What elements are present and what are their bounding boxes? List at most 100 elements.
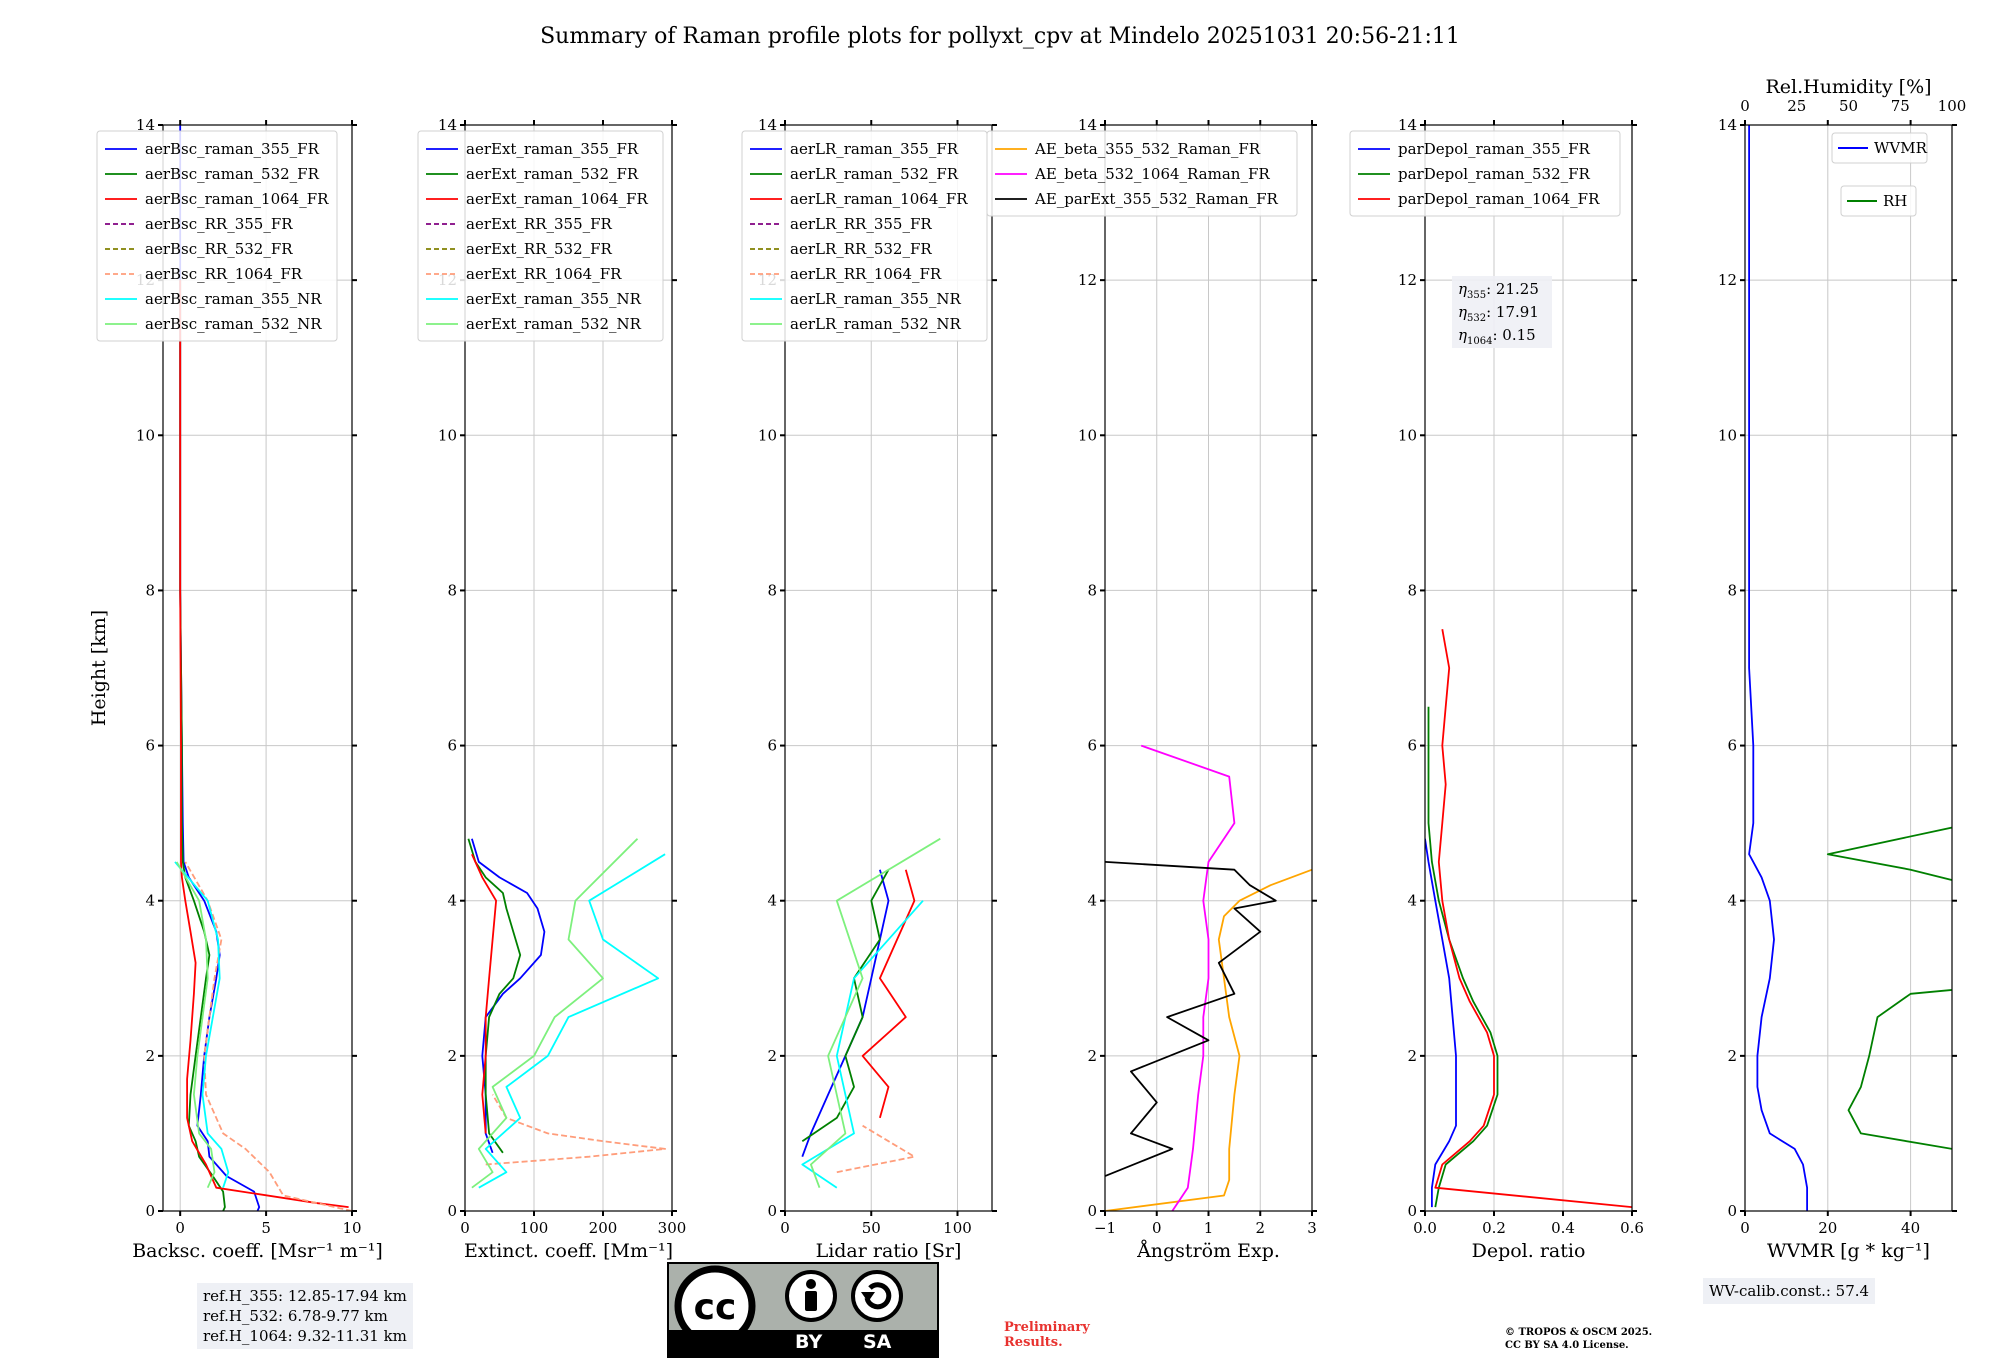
y-tick-label: 0 bbox=[145, 1202, 155, 1220]
axes-frame bbox=[1424, 124, 1633, 1212]
x-tick-label: 0.2 bbox=[1482, 1219, 1506, 1237]
y-tick-label: 6 bbox=[1407, 737, 1417, 755]
y-tick-label: 4 bbox=[447, 892, 457, 910]
y-tick-label: 8 bbox=[1727, 581, 1737, 599]
series-group bbox=[174, 125, 352, 1211]
axes-frame bbox=[464, 124, 673, 1212]
y-tick-label: 10 bbox=[438, 426, 457, 444]
x-axis-label: Extinct. coeff. [Mm⁻¹] bbox=[464, 1240, 673, 1262]
x-tick-label: 0 bbox=[1740, 1219, 1750, 1237]
share-alike-icon bbox=[851, 1270, 903, 1322]
x-tick-label: 3 bbox=[1307, 1219, 1317, 1237]
series-AE_beta_532_1064_Raman_FR bbox=[1140, 744, 1236, 1211]
x-tick-label: 0 bbox=[460, 1219, 470, 1237]
x-tick-label: 200 bbox=[589, 1219, 618, 1237]
series-aerExt_raman_1064_FR bbox=[471, 853, 498, 1134]
legend-label: WVMR bbox=[1874, 139, 1928, 157]
y-tick-label: 10 bbox=[758, 426, 777, 444]
legend-label: AE_beta_355_532_Raman_FR bbox=[1034, 140, 1261, 158]
legend-label: aerLR_raman_1064_FR bbox=[790, 190, 968, 208]
x-tick-label: 0 bbox=[1152, 1219, 1162, 1237]
legend-label: aerLR_raman_532_FR bbox=[790, 165, 959, 183]
eta-532: η532: 17.91 bbox=[1458, 303, 1539, 324]
y-tick-label: 12 bbox=[1398, 271, 1417, 289]
x-axis-label: Backsc. coeff. [Msr⁻¹ m⁻¹] bbox=[132, 1240, 383, 1262]
legend-box bbox=[986, 130, 1298, 217]
legend-label: aerExt_raman_532_FR bbox=[466, 165, 639, 183]
legend-box bbox=[1349, 130, 1621, 217]
copyright-line-1: © TROPOS & OSCM 2025. bbox=[1505, 1327, 1653, 1338]
x2-tick-label: 25 bbox=[1787, 97, 1806, 115]
y-tick-label: 8 bbox=[1087, 581, 1097, 599]
reference-height-box: ref.H_355: 12.85-17.94 km ref.H_532: 6.7… bbox=[197, 1283, 413, 1349]
ref-height-355: ref.H_355: 12.85-17.94 km bbox=[203, 1287, 407, 1305]
x-tick-label: 0.0 bbox=[1413, 1219, 1437, 1237]
series-parDepol_raman_532_FR bbox=[1427, 706, 1499, 1208]
eta-355: η355: 21.25 bbox=[1458, 280, 1539, 301]
y-tick-label: 14 bbox=[136, 116, 155, 134]
legend-box bbox=[1831, 132, 1928, 164]
series-group bbox=[801, 837, 941, 1189]
legend-label: aerBsc_RR_1064_FR bbox=[145, 265, 303, 283]
y-tick-label: 0 bbox=[447, 1202, 457, 1220]
series-AE_parExt_355_532_Raman_FR bbox=[1105, 861, 1277, 1177]
legend-box bbox=[96, 130, 338, 342]
y-tick-label: 12 bbox=[1718, 271, 1737, 289]
legend-label: RH bbox=[1883, 192, 1907, 210]
x-tick-label: 40 bbox=[1901, 1219, 1920, 1237]
y-tick-label: 6 bbox=[1727, 737, 1737, 755]
wv-calibration-constant: WV-calib.const.: 57.4 bbox=[1709, 1282, 1870, 1300]
series-aerBsc_raman_1064_FR bbox=[179, 280, 349, 1208]
series-group bbox=[467, 838, 666, 1189]
legend-label: aerExt_raman_355_NR bbox=[466, 290, 642, 308]
panel-lr: 02468101214050100Lidar ratio [Sr]aerLR_r… bbox=[741, 116, 997, 1262]
x-tick-label: 5 bbox=[261, 1219, 271, 1237]
x-tick-label: −1 bbox=[1094, 1219, 1116, 1237]
y-tick-label: 10 bbox=[1718, 426, 1737, 444]
y-tick-label: 6 bbox=[1087, 737, 1097, 755]
y-tick-label: 14 bbox=[758, 116, 777, 134]
panel-bsc: 024681012140510Backsc. coeff. [Msr⁻¹ m⁻¹… bbox=[88, 116, 383, 1262]
y-tick-label: 4 bbox=[1087, 892, 1097, 910]
y-tick-label: 4 bbox=[145, 892, 155, 910]
wv-calibration-box: WV-calib.const.: 57.4 bbox=[1703, 1278, 1876, 1304]
legend-label: aerBsc_raman_532_NR bbox=[145, 315, 322, 333]
legend-label: aerBsc_RR_355_FR bbox=[145, 215, 293, 233]
y-tick-label: 0 bbox=[767, 1202, 777, 1220]
license-strip bbox=[669, 1330, 937, 1356]
y-tick-label: 2 bbox=[767, 1047, 777, 1065]
y-tick-label: 2 bbox=[1087, 1047, 1097, 1065]
y-tick-label: 14 bbox=[1398, 116, 1417, 134]
x-tick-label: 0 bbox=[780, 1219, 790, 1237]
axes-frame bbox=[1744, 124, 1953, 1212]
series-parDepol_raman_1064_FR bbox=[1434, 629, 1632, 1208]
legend-label: AE_parExt_355_532_Raman_FR bbox=[1034, 190, 1279, 208]
series-aerBsc_raman_532_NR bbox=[175, 861, 216, 1189]
series-WVMR bbox=[1748, 125, 1808, 1211]
series-group bbox=[1425, 629, 1632, 1208]
y-tick-label: 8 bbox=[767, 581, 777, 599]
legend-label: aerLR_RR_355_FR bbox=[790, 215, 932, 233]
series-parDepol_raman_355_FR bbox=[1425, 838, 1457, 1208]
axes-frame bbox=[162, 124, 353, 1212]
y-tick-label: 2 bbox=[1407, 1047, 1417, 1065]
y-tick-label: 4 bbox=[1727, 892, 1737, 910]
series-aerExt_raman_532_FR bbox=[467, 838, 522, 1154]
x-tick-label: 0.6 bbox=[1620, 1219, 1644, 1237]
series-group bbox=[1748, 125, 1952, 1211]
legend-label: parDepol_raman_355_FR bbox=[1398, 140, 1591, 158]
cc-license-badge: cc BY SA bbox=[667, 1262, 939, 1358]
series-aerExt_raman_355_NR bbox=[478, 853, 666, 1189]
legend-label: aerLR_raman_355_NR bbox=[790, 290, 961, 308]
series-aerLR_RR_1064_FR bbox=[836, 1124, 916, 1174]
legend-label: aerLR_RR_1064_FR bbox=[790, 265, 942, 283]
y-tick-label: 6 bbox=[145, 737, 155, 755]
legend-label: aerLR_raman_532_NR bbox=[790, 315, 961, 333]
y-tick-label: 6 bbox=[767, 737, 777, 755]
legend-label: aerExt_RR_1064_FR bbox=[466, 265, 622, 283]
x-axis-label: Ångström Exp. bbox=[1136, 1240, 1280, 1262]
legend-box bbox=[741, 130, 988, 342]
axes-frame bbox=[784, 124, 993, 1212]
legend-box bbox=[417, 130, 664, 342]
